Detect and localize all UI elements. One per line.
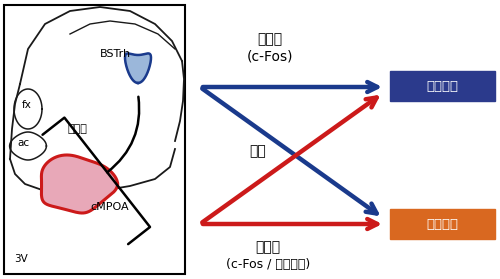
Text: (c-Fos / 光遗伝学): (c-Fos / 光遗伝学) <box>226 259 310 271</box>
Bar <box>390 71 495 101</box>
Text: 3V: 3V <box>14 254 28 264</box>
Text: 抑制性: 抑制性 <box>68 124 88 134</box>
Text: BSTrh: BSTrh <box>100 49 131 59</box>
Bar <box>4 5 185 274</box>
Text: 阸害: 阸害 <box>250 144 266 158</box>
Text: (c-Fos): (c-Fos) <box>247 50 293 64</box>
Polygon shape <box>125 53 151 83</box>
Text: cMPOA: cMPOA <box>90 202 128 212</box>
Text: fx: fx <box>22 100 32 110</box>
Text: 活性化: 活性化 <box>256 240 280 254</box>
Text: 活性化: 活性化 <box>258 32 282 46</box>
Polygon shape <box>42 155 117 213</box>
Bar <box>390 209 495 239</box>
Text: 養育行動: 養育行動 <box>426 218 458 230</box>
Text: 攻撃行動: 攻撃行動 <box>426 80 458 93</box>
Text: ac: ac <box>17 138 29 148</box>
